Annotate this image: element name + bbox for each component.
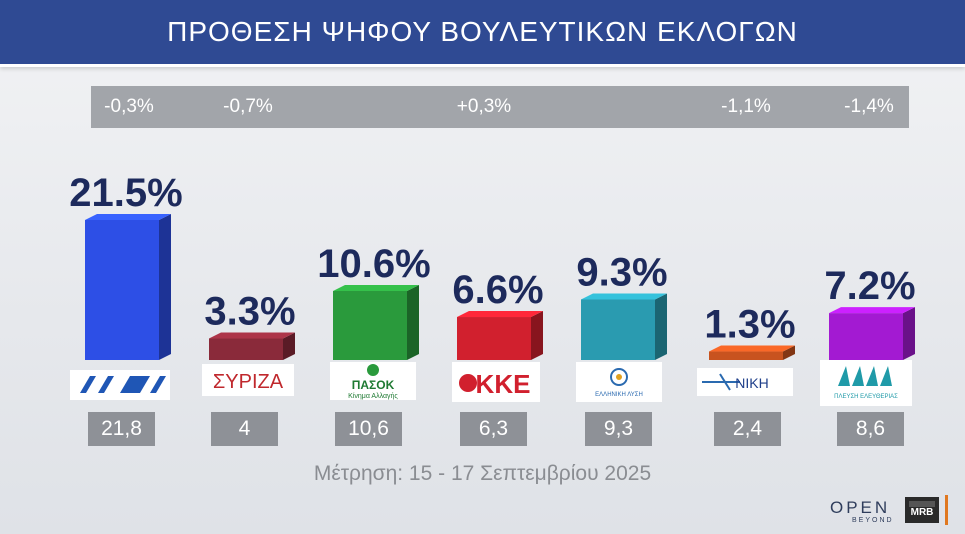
bar-front <box>709 351 783 360</box>
previous-value-box: 8,6 <box>837 412 904 446</box>
bar-value-label: 9.3% <box>576 250 667 294</box>
plefsi-logo: ΠΛΕΥΣΗ ΕΛΕΥΘΕΡΙΑΣ <box>820 360 912 406</box>
change-label: -1,1% <box>721 96 771 117</box>
open-logo: OPEN <box>830 498 891 517</box>
page-title: ΠΡΟΘΕΣΗ ΨΗΦΟΥ ΒΟΥΛΕΥΤΙΚΩΝ ΕΚΛΟΓΩΝ <box>167 16 798 47</box>
pasok-logo-subtext: Κίνημα Αλλαγής <box>348 392 398 400</box>
measurement-note: Μέτρηση: 15 - 17 Σεπτεμβρίου 2025 <box>313 462 652 485</box>
bar-front <box>333 290 407 360</box>
bar-value-label: 1.3% <box>704 303 795 347</box>
previous-value-box: 10,6 <box>335 412 402 446</box>
syriza-logo-text: ΣΥΡΙΖΑ <box>213 371 284 393</box>
bar-front <box>85 220 159 360</box>
change-label: -1,4% <box>844 96 894 117</box>
open-logo-subtext: BEYOND <box>852 517 894 524</box>
plefsi-logo-text: ΠΛΕΥΣΗ ΕΛΕΥΘΕΡΙΑΣ <box>834 394 898 400</box>
previous-value-box: 9,3 <box>585 412 652 446</box>
niki-logo-text: ΝΙΚΗ <box>735 375 768 391</box>
change-strip: -0,3% -0,7% +0,3% -1,1% -1,4% <box>91 86 909 128</box>
bar-top <box>709 345 795 352</box>
mrb-logo: MRB <box>905 497 939 523</box>
bar-side <box>407 284 419 360</box>
elliniki-lysi-logo: ΕΛΛΗΝΙΚΗ ΛΥΣΗ <box>576 362 662 402</box>
bar-side <box>283 332 295 360</box>
bar-side <box>903 307 915 360</box>
mrb-logo-text: MRB <box>910 507 934 518</box>
nd-logo <box>70 370 170 400</box>
change-label: -0,3% <box>104 96 154 117</box>
bar-top <box>829 307 915 314</box>
bar-value-label: 10.6% <box>317 242 430 286</box>
previous-value-box: 21,8 <box>88 412 155 446</box>
bar-value-label: 6.6% <box>452 268 543 312</box>
previous-value-box: 6,3 <box>460 412 527 446</box>
bar-value-label: 3.3% <box>204 290 295 334</box>
bar-top <box>85 214 171 220</box>
change-label: -0,7% <box>223 96 273 117</box>
bar-value-label: 7.2% <box>824 264 915 308</box>
change-label: +0,3% <box>456 96 512 117</box>
bar-front <box>457 317 531 360</box>
bar-front <box>581 299 655 360</box>
bar-front <box>829 313 903 360</box>
bar-side <box>531 311 543 360</box>
title-bar: ΠΡΟΘΕΣΗ ΨΗΦΟΥ ΒΟΥΛΕΥΤΙΚΩΝ ΕΚΛΟΓΩΝ <box>0 0 965 67</box>
bar-top <box>457 311 543 318</box>
kke-logo-text: ΚΚΕ <box>476 369 531 399</box>
bar-top <box>581 293 667 300</box>
bar-value-label: 21.5% <box>69 171 182 215</box>
bar-side <box>655 293 667 360</box>
bar-side <box>159 214 171 360</box>
elliniki-logo-text: ΕΛΛΗΝΙΚΗ ΛΥΣΗ <box>595 392 643 398</box>
brand-divider <box>945 495 948 525</box>
bar-front <box>209 338 283 360</box>
previous-value-box: 2,4 <box>714 412 781 446</box>
pasok-logo: ΠΑΣΟΚ Κίνημα Αλλαγής <box>330 362 416 400</box>
previous-value-box: 4 <box>211 412 278 446</box>
bar-side <box>783 345 795 360</box>
bar-top <box>209 332 295 339</box>
bar-top <box>333 284 419 291</box>
kke-logo: ΚΚΕ <box>452 362 540 402</box>
niki-logo: ΝΙΚΗ <box>697 368 793 396</box>
pasok-logo-text: ΠΑΣΟΚ <box>352 378 395 392</box>
syriza-logo: ΣΥΡΙΖΑ <box>202 364 294 396</box>
